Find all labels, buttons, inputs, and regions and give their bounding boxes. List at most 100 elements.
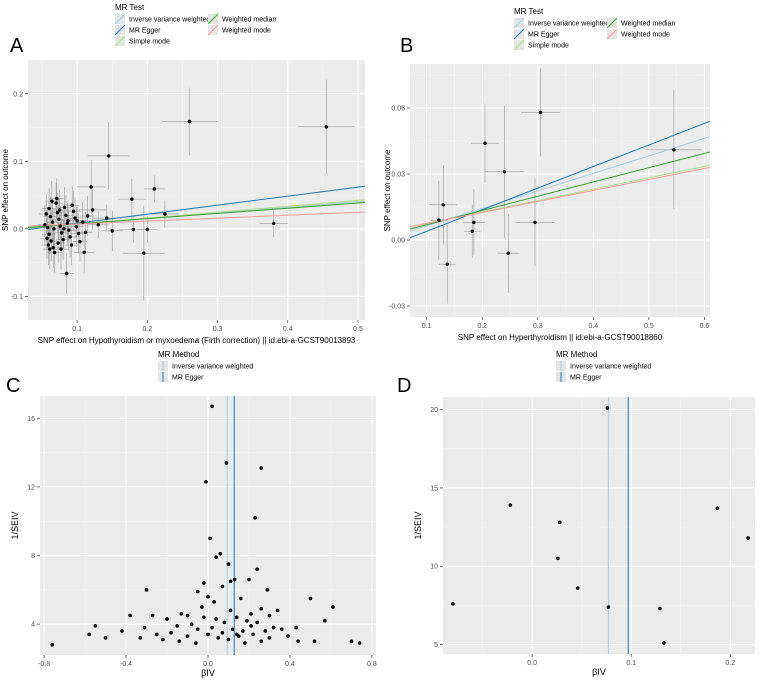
panel-c: C -0.8 -0.4 0.0 0.4 0.8 4 8 12 16 βIV 1/SEIV MR Meth… <box>6 350 377 678</box>
point-marker <box>228 579 233 584</box>
panel-letter: A <box>10 35 24 57</box>
point-marker <box>189 622 194 626</box>
point-marker <box>208 536 212 541</box>
point-marker <box>195 589 200 594</box>
legend-item: MR Egger <box>556 372 602 382</box>
point-marker <box>73 216 77 220</box>
point-marker <box>506 251 511 255</box>
x-tick-label: -0.8 <box>38 661 50 668</box>
point-marker <box>154 632 159 637</box>
point-marker <box>255 620 259 625</box>
x-tick-label: 0.3 <box>213 326 223 333</box>
legend-label: Inverse variance weighted <box>172 364 253 371</box>
point-marker <box>575 586 580 590</box>
point-marker <box>64 271 69 276</box>
point-marker <box>556 556 560 561</box>
point-marker <box>206 632 210 637</box>
legend-item: Simple mode <box>513 39 569 51</box>
point-marker <box>202 615 206 620</box>
point-marker <box>142 251 146 255</box>
x-tick-label: 0.2 <box>142 326 152 333</box>
y-tick-label: -0.03 <box>389 304 405 311</box>
x-tick-label: 0.2 <box>725 660 735 667</box>
point-marker <box>57 208 62 212</box>
legend-key-line <box>606 28 618 40</box>
point-marker <box>206 594 210 599</box>
point-marker <box>56 241 60 245</box>
point-marker <box>51 246 55 250</box>
point-marker <box>220 584 225 589</box>
point-marker <box>286 634 290 638</box>
point-marker <box>357 641 362 645</box>
point-marker <box>175 624 180 628</box>
point-marker <box>47 206 51 211</box>
panel-letter: D <box>397 375 411 397</box>
legend-label: Weighted mode <box>222 28 271 35</box>
point-marker <box>508 503 513 507</box>
point-marker <box>62 227 66 231</box>
legend-title: MR Method <box>158 350 199 359</box>
y-tick-label: 0.0 <box>13 226 23 233</box>
y-tick-label: 0.03 <box>391 172 405 179</box>
plot-background <box>28 60 365 320</box>
point-marker <box>52 227 56 231</box>
gridlines <box>40 396 376 655</box>
point-marker <box>271 625 276 630</box>
point-marker <box>746 536 750 540</box>
point-marker <box>104 216 109 220</box>
gridlines <box>410 64 710 317</box>
point-marker <box>606 605 611 609</box>
point-marker <box>44 212 48 216</box>
point-marker <box>259 639 264 644</box>
point-marker <box>85 214 90 218</box>
legend-item: Simple mode <box>114 35 170 47</box>
point-marker <box>658 606 662 611</box>
point-marker <box>78 239 82 244</box>
x-tick-label: 0.1 <box>422 323 432 330</box>
legend-label: Inverse variance weighted <box>129 17 210 24</box>
point-marker <box>210 625 214 630</box>
point-marker <box>74 225 79 229</box>
point-marker <box>558 520 562 525</box>
point-marker <box>50 220 55 224</box>
x-tick-label: 0.4 <box>283 326 293 333</box>
regression-line <box>410 136 710 232</box>
legend-key-line <box>207 13 219 25</box>
point-marker <box>224 461 229 465</box>
point-marker <box>204 479 208 484</box>
legend-label: Inverse variance weighted <box>528 21 609 28</box>
point-marker <box>265 588 270 592</box>
point-marker <box>470 229 474 233</box>
point-marker <box>279 627 284 632</box>
point-marker <box>308 596 313 601</box>
point-marker <box>49 239 53 243</box>
point-marker <box>120 629 124 633</box>
legend: MR Test Inverse variance weighted MR Egger… <box>114 3 276 47</box>
point-marker <box>61 237 65 242</box>
legend-key-line <box>114 35 126 47</box>
point-marker <box>150 613 155 618</box>
point-marker <box>69 243 74 247</box>
legend-item: Inverse variance weighted <box>556 361 651 371</box>
data-layer <box>451 397 750 654</box>
regression-line <box>410 120 710 239</box>
legend-key-line <box>207 24 219 36</box>
point-marker <box>185 634 190 638</box>
point-marker <box>70 203 74 207</box>
point-marker <box>193 641 198 645</box>
point-marker <box>138 636 143 640</box>
point-marker <box>161 637 165 642</box>
point-marker <box>76 231 81 236</box>
legend-item: MR Egger <box>513 28 560 40</box>
point-marker <box>65 221 70 226</box>
legend-item: Inverse variance weighted <box>114 13 210 25</box>
point-marker <box>110 229 114 233</box>
point-marker <box>60 231 64 235</box>
point-marker <box>145 227 150 232</box>
legend-label: MR Egger <box>172 375 204 382</box>
legend-label: MR Egger <box>528 32 560 39</box>
point-marker <box>259 606 264 611</box>
point-marker <box>81 220 85 224</box>
x-tick-label: 0.5 <box>353 326 363 333</box>
y-tick-label: 0.1 <box>13 159 23 166</box>
